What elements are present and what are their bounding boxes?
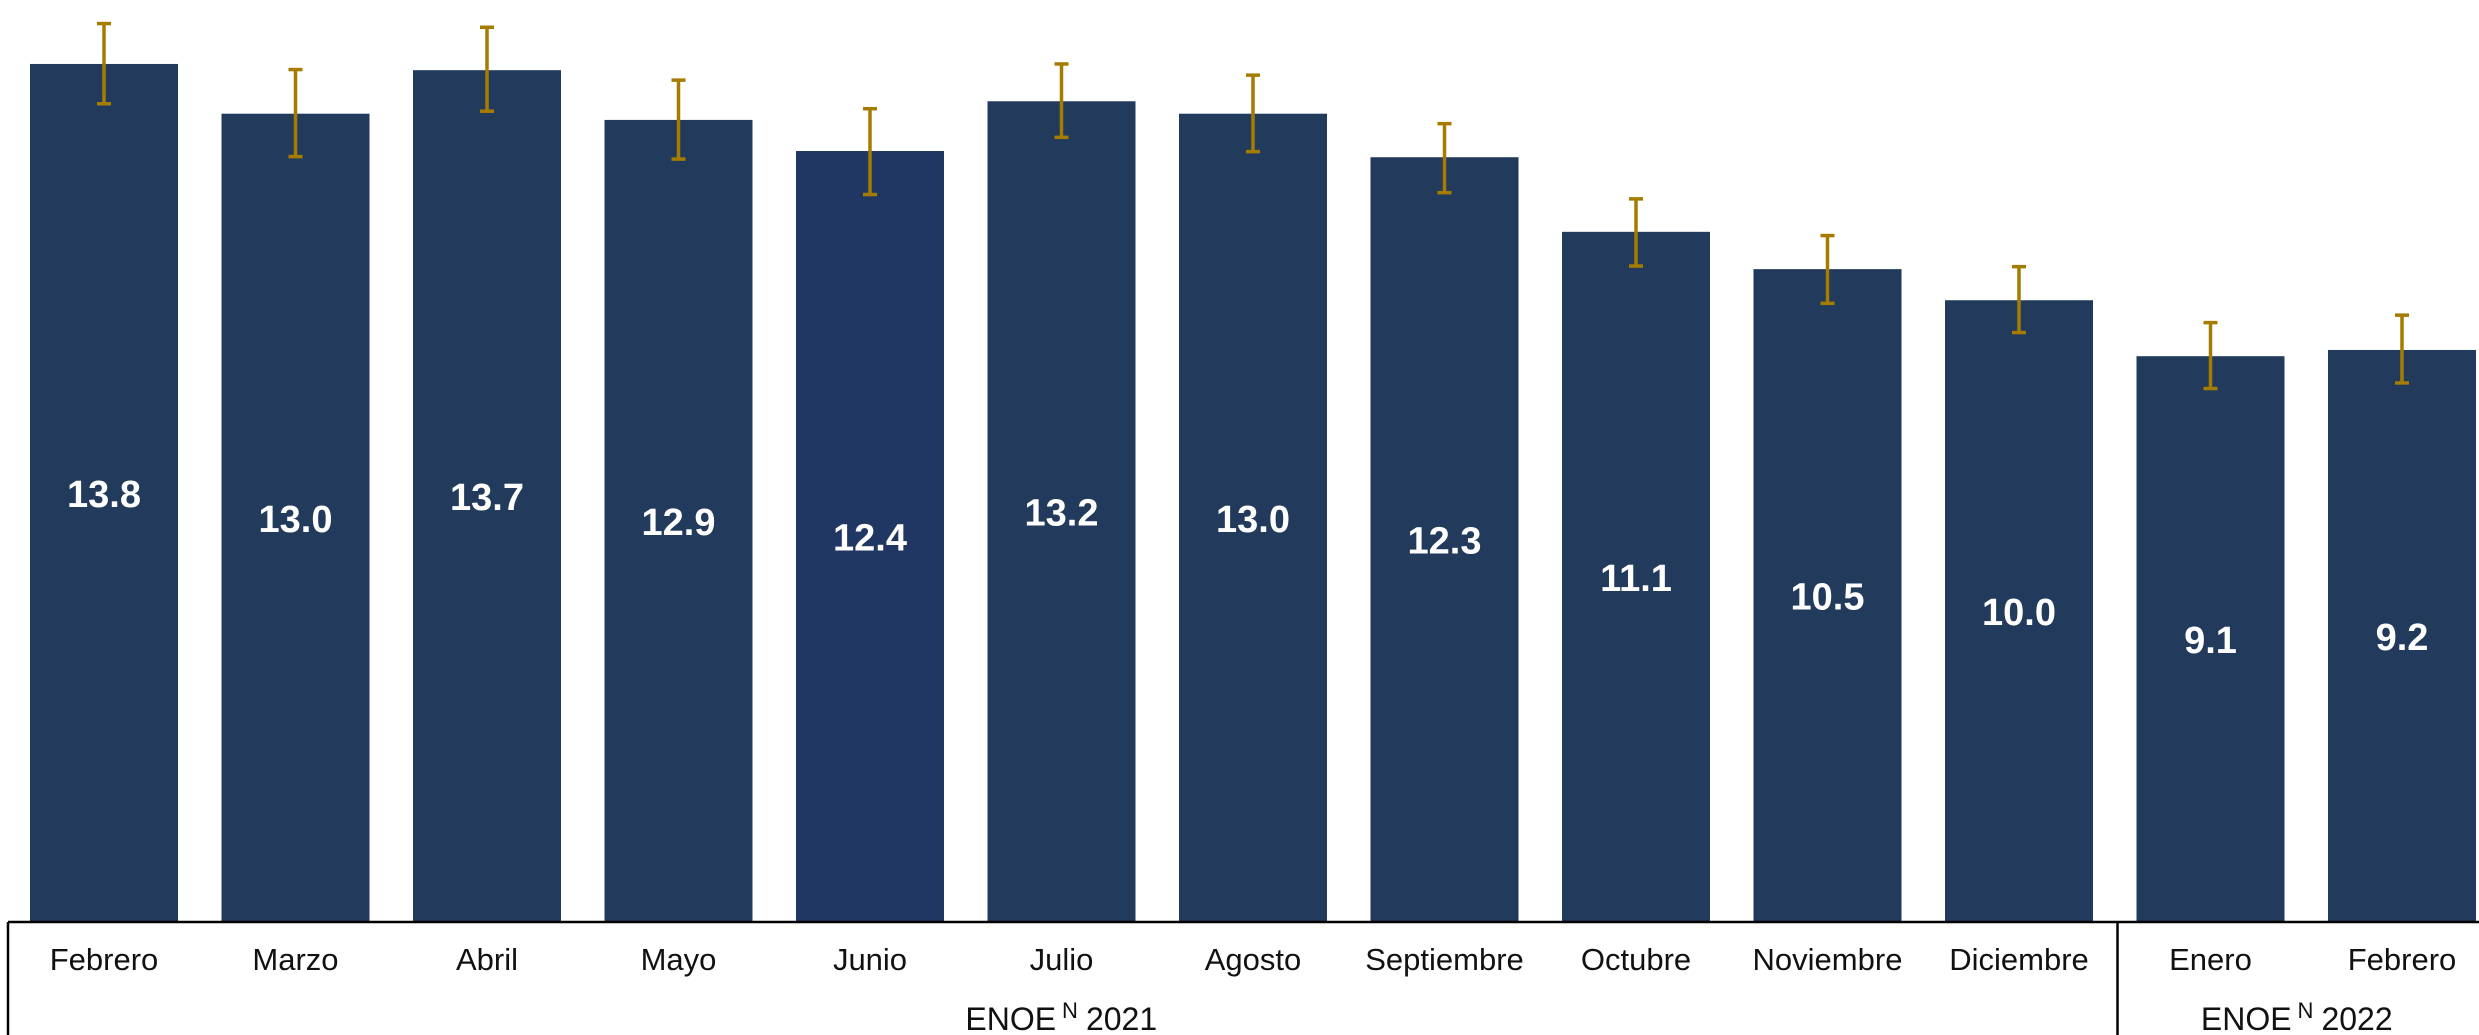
tick-label: Junio (833, 942, 907, 977)
bar (1753, 269, 1902, 923)
error-bar (1820, 233, 1835, 306)
bar (796, 151, 944, 922)
category-labels-group: Febrero Marzo Abril Mayo Junio Julio Agosto Sep… (50, 942, 2457, 977)
error-bar (1629, 197, 1643, 268)
data-label: 10.0 (1982, 592, 2056, 634)
data-label: 9.2 (2376, 617, 2429, 659)
error-bar (863, 106, 877, 197)
tick-label: Febrero (50, 942, 159, 977)
data-label: 12.4 (833, 518, 907, 560)
value-labels-group: 13.8 13.0 13.7 12.9 12.4 13.2 13.0 12.3 11.1 10.5… (67, 474, 2428, 662)
data-label: 13.7 (450, 477, 524, 519)
tick-label: Febrero (2348, 942, 2457, 977)
tick-label: Enero (2169, 942, 2252, 977)
tick-label: Abril (456, 942, 518, 977)
bar (604, 119, 753, 923)
data-label: 10.5 (1791, 577, 1865, 619)
data-label: 13.8 (67, 474, 141, 516)
bar (413, 70, 561, 922)
error-bars-group (97, 21, 2409, 391)
data-label: 13.0 (1216, 499, 1290, 541)
error-bar (480, 25, 494, 113)
tick-label: Noviembre (1753, 942, 1903, 977)
data-label: 11.1 (1600, 558, 1672, 600)
error-bar (2395, 313, 2409, 385)
bar (1179, 113, 1327, 922)
error-bar (1437, 121, 1452, 195)
error-bar (97, 21, 111, 106)
tick-label: Mayo (641, 942, 717, 977)
tick-label: Diciembre (1949, 942, 2089, 977)
bar (30, 63, 178, 923)
error-bar (1054, 62, 1069, 140)
group-label: ENOE N 2022 (2201, 998, 2393, 1035)
error-bar (1246, 73, 1260, 154)
bars-group (30, 63, 2476, 923)
bar (2328, 349, 2476, 922)
bar (221, 113, 370, 922)
tick-label: Septiembre (1365, 942, 1524, 977)
data-label: 12.3 (1408, 521, 1482, 563)
x-axis-table: ENOE N 2021 ENOE N 2022 (6, 920, 2479, 1035)
error-bar (288, 67, 303, 159)
bar (1562, 231, 1710, 922)
tick-label: Octubre (1581, 942, 1691, 977)
data-label: 12.9 (642, 502, 716, 544)
error-bar (671, 78, 686, 161)
data-label: 13.2 (1025, 493, 1099, 535)
bar (987, 101, 1136, 922)
group-label: ENOE N 2021 (965, 998, 1157, 1035)
tick-label: Marzo (252, 942, 338, 977)
bar (2136, 356, 2285, 922)
data-label: 13.0 (259, 499, 333, 541)
error-bar (2012, 264, 2026, 335)
tick-label: Julio (1030, 942, 1094, 977)
bar (1370, 157, 1519, 922)
error-bar (2203, 320, 2218, 391)
tick-label: Agosto (1205, 942, 1302, 977)
bar (1945, 300, 2093, 922)
data-label: 9.1 (2184, 620, 2237, 662)
